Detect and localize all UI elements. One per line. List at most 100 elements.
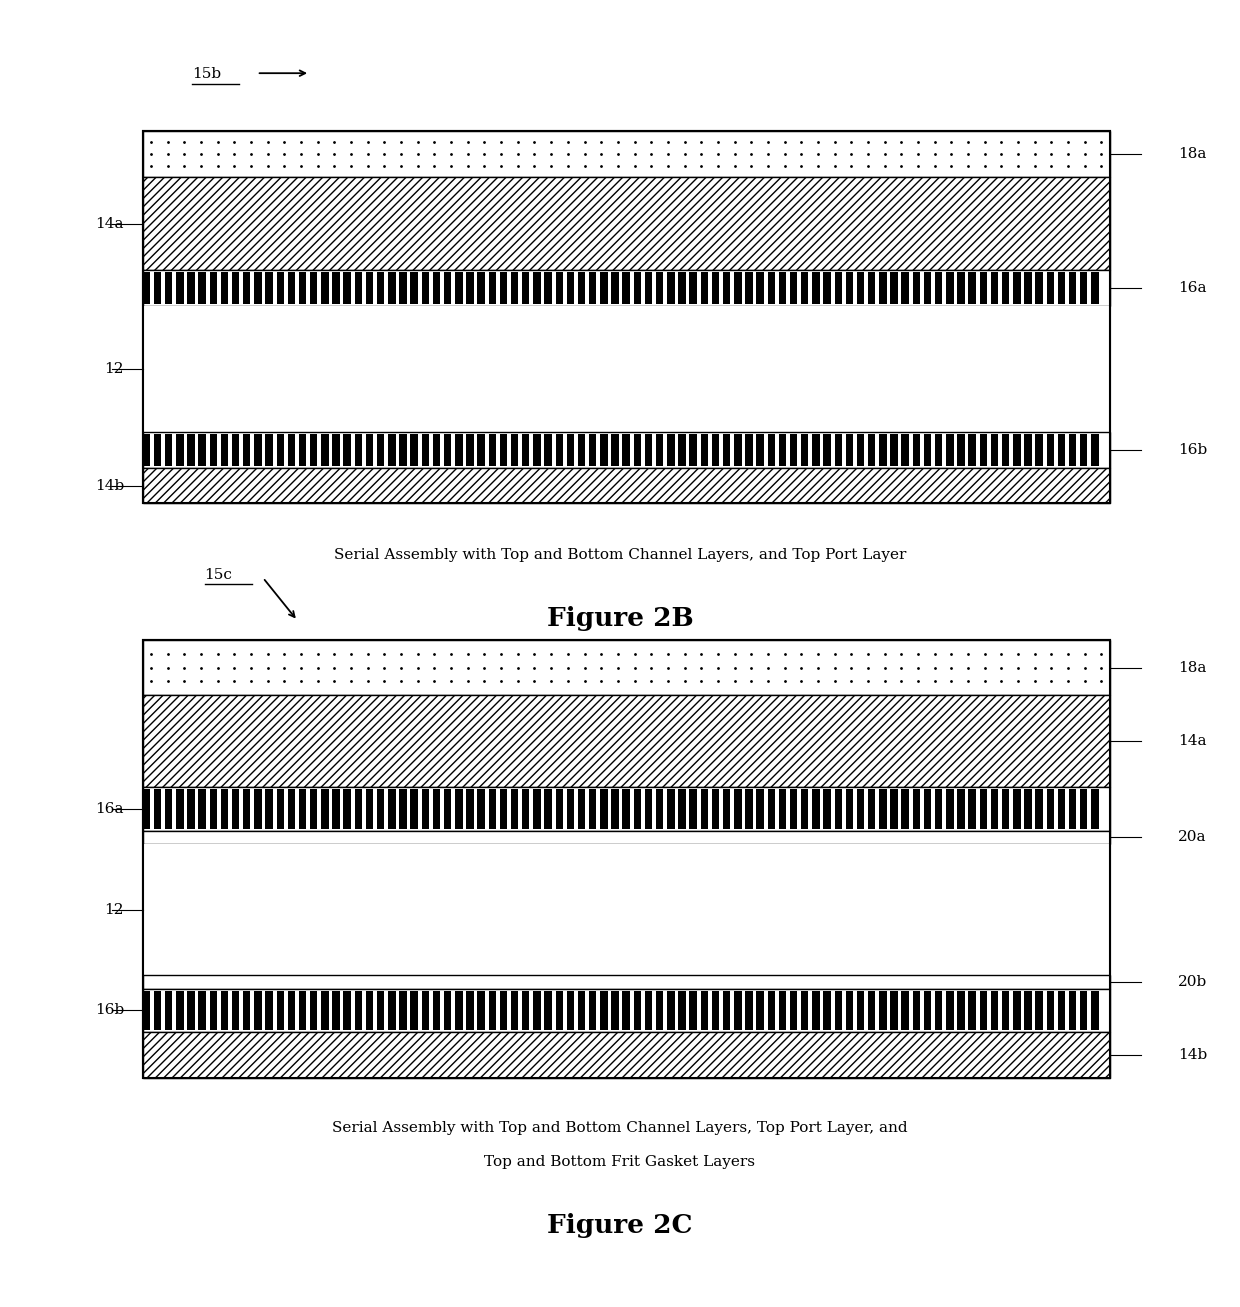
Bar <box>187 434 195 450</box>
Bar <box>622 288 630 305</box>
Bar <box>187 272 195 288</box>
Bar <box>500 991 507 1010</box>
Bar <box>634 288 641 305</box>
Text: 15c: 15c <box>205 567 232 582</box>
Bar <box>243 450 250 467</box>
Bar <box>1047 1010 1054 1030</box>
Bar <box>756 272 764 288</box>
Text: 20b: 20b <box>1178 975 1208 989</box>
Bar <box>768 288 775 305</box>
Bar <box>745 450 753 467</box>
Bar <box>935 272 942 288</box>
Bar <box>410 450 418 467</box>
Bar <box>835 450 842 467</box>
Bar <box>946 789 954 809</box>
Bar <box>890 789 898 809</box>
Bar <box>433 809 440 829</box>
Bar <box>198 789 206 809</box>
Bar <box>567 434 574 450</box>
Bar <box>678 434 686 450</box>
Bar <box>388 789 396 809</box>
Bar <box>611 789 619 809</box>
Bar <box>634 991 641 1010</box>
Bar <box>143 468 1110 503</box>
Bar <box>1069 789 1076 809</box>
Bar <box>924 789 931 809</box>
Bar <box>500 288 507 305</box>
Bar <box>1058 991 1065 1010</box>
Bar <box>198 809 206 829</box>
Bar <box>399 1010 407 1030</box>
Bar <box>187 450 195 467</box>
Bar <box>143 131 1110 178</box>
Bar <box>745 809 753 829</box>
Bar <box>143 640 1110 1078</box>
Bar <box>1080 1010 1087 1030</box>
Bar <box>712 991 719 1010</box>
Bar <box>656 434 663 450</box>
Bar <box>957 288 965 305</box>
Bar <box>946 809 954 829</box>
Bar <box>968 991 976 1010</box>
Bar <box>466 450 474 467</box>
Bar <box>299 1010 306 1030</box>
Bar <box>901 434 909 450</box>
Bar <box>634 789 641 809</box>
Bar <box>455 434 463 450</box>
Bar <box>210 991 217 1010</box>
Bar <box>1091 288 1099 305</box>
Bar <box>991 991 998 1010</box>
Bar <box>176 809 184 829</box>
Bar <box>835 789 842 809</box>
Bar <box>712 288 719 305</box>
Bar <box>890 1010 898 1030</box>
Bar <box>857 450 864 467</box>
Bar <box>857 809 864 829</box>
Bar <box>667 450 675 467</box>
Bar <box>265 288 273 305</box>
Bar <box>1058 288 1065 305</box>
Bar <box>321 434 329 450</box>
Bar <box>466 288 474 305</box>
Bar <box>1069 809 1076 829</box>
Bar <box>1047 789 1054 809</box>
Bar <box>522 450 529 467</box>
Bar <box>790 809 797 829</box>
Bar <box>165 789 172 809</box>
Bar <box>522 1010 529 1030</box>
Bar <box>823 434 831 450</box>
Bar <box>332 450 340 467</box>
Bar <box>868 272 875 288</box>
Bar <box>611 991 619 1010</box>
Bar <box>343 789 351 809</box>
Bar <box>980 789 987 809</box>
Bar <box>935 1010 942 1030</box>
Bar <box>768 991 775 1010</box>
Bar <box>500 789 507 809</box>
Bar <box>343 434 351 450</box>
Bar <box>444 991 451 1010</box>
Bar <box>143 831 1110 844</box>
Bar <box>221 809 228 829</box>
Bar <box>277 272 284 288</box>
Bar <box>422 288 429 305</box>
Bar <box>265 450 273 467</box>
Bar <box>701 450 708 467</box>
Bar <box>701 434 708 450</box>
Bar <box>1035 450 1043 467</box>
Bar <box>143 288 150 305</box>
Bar <box>634 450 641 467</box>
Bar <box>1047 434 1054 450</box>
Bar <box>299 288 306 305</box>
Bar <box>689 991 697 1010</box>
Bar <box>1058 809 1065 829</box>
Bar <box>254 434 262 450</box>
Bar <box>689 272 697 288</box>
Bar <box>210 450 217 467</box>
Bar <box>154 789 161 809</box>
Bar <box>1035 789 1043 809</box>
Bar <box>734 272 742 288</box>
Bar <box>935 789 942 809</box>
Bar <box>165 288 172 305</box>
Bar <box>567 809 574 829</box>
